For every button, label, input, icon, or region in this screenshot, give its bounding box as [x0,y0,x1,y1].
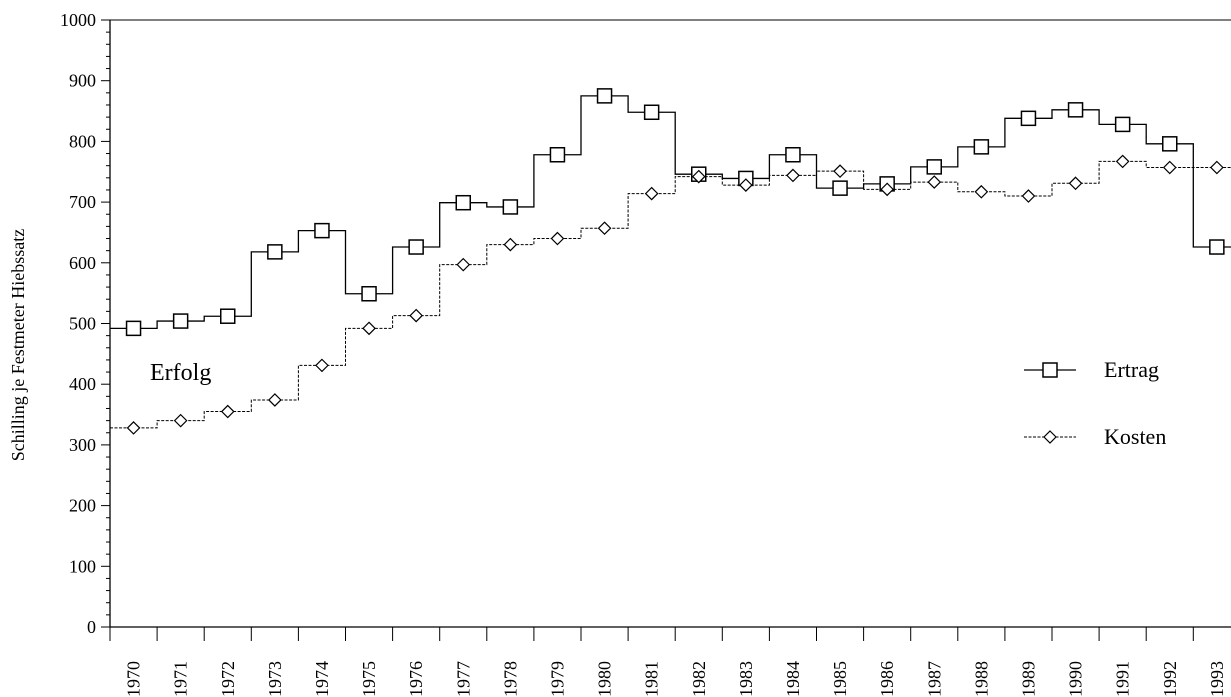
data-point-square [1209,239,1225,255]
series-layer [110,88,1231,435]
data-point-diamond [786,168,800,183]
y-tick-label: 800 [69,131,96,151]
data-point-square [502,199,519,215]
x-tick-label: 1988 [971,661,991,697]
y-tick-label: 900 [69,71,96,91]
data-point-diamond [409,308,423,323]
data-point-diamond [880,182,894,197]
x-tick-label: 1987 [924,661,944,697]
y-tick-label: 1000 [60,10,96,30]
data-point-diamond [268,393,282,407]
data-point-diamond [1021,189,1036,203]
data-point-diamond [1210,160,1224,175]
x-tick-label: 1985 [830,661,850,697]
data-point-square [220,308,236,324]
x-tick-label: 1973 [265,661,285,697]
x-tick-label: 1983 [736,661,756,697]
data-point-diamond [126,421,141,435]
data-point-square [785,147,801,163]
y-tick-label: 500 [69,314,96,334]
x-tick-label: 1984 [783,661,803,697]
data-point-square [1162,136,1178,152]
data-point-diamond [550,231,565,246]
data-point-diamond [691,169,706,184]
x-tick-label: 1978 [500,661,520,697]
data-point-square [267,244,283,260]
data-point-diamond [362,321,376,336]
y-tick-label: 200 [69,496,96,516]
data-point-diamond [739,178,753,192]
x-tick-label: 1990 [1066,661,1086,697]
data-point-diamond [927,175,942,189]
data-point-square [1114,116,1131,133]
data-point-square [408,239,424,255]
data-point-square [1042,362,1058,378]
x-tick-label: 1991 [1113,661,1133,697]
x-tick-label: 1970 [124,661,144,697]
data-point-square [973,139,990,155]
legend-label: Kosten [1104,424,1166,449]
x-tick-label: 1981 [642,661,662,697]
data-point-square [172,313,189,329]
data-point-diamond [503,237,518,252]
data-point-square [596,88,613,104]
x-tick-label: 1976 [406,661,426,697]
chart-annotation: Erfolg [150,360,211,386]
data-point-diamond [1043,430,1057,444]
data-point-square [1067,102,1084,118]
x-tick-label: 1974 [312,661,332,697]
data-point-square [314,222,330,239]
data-point-diamond [597,221,612,236]
legend-item-ertrag: Ertrag [1024,357,1159,382]
series-line-ertrag [110,95,1231,330]
y-tick-label: 100 [69,556,96,576]
y-tick-label: 300 [69,435,96,455]
x-tick-label: 1982 [689,661,709,697]
data-point-square [643,104,660,121]
x-tick-label: 1989 [1018,661,1038,697]
legend-label: Ertrag [1104,357,1159,382]
data-point-square [926,159,942,175]
legend-item-kosten: Kosten [1024,424,1166,449]
y-tick-label: 600 [69,253,96,273]
y-ticks: 0 100 200 300 400 500 600 700 800 900 1000 [60,10,110,637]
y-tick-label: 700 [69,192,96,212]
data-point-diamond [833,164,847,178]
x-tick-label: 1993 [1207,661,1227,697]
x-tick-label: 1971 [171,661,191,697]
legend: Ertrag Kosten [1024,357,1166,449]
axes [109,19,1231,628]
series-ertrag [110,88,1231,337]
data-point-square [455,194,471,211]
y-tick-label: 400 [69,374,96,394]
data-point-diamond [1068,176,1083,191]
series-kosten [110,154,1231,435]
x-tick-label: 1986 [877,661,897,697]
series-line-kosten [110,160,1231,429]
x-ticks: 1970 1971 1972 1973 1974 1975 1976 1977 1978 1979… [109,627,1227,697]
data-point-square [549,147,566,163]
data-point-diamond [173,413,188,428]
data-point-diamond [974,184,989,199]
data-point-square [1020,110,1037,127]
data-point-square [832,180,848,196]
data-point-diamond [220,404,235,419]
x-tick-label: 1977 [453,661,473,697]
data-point-square [125,320,142,337]
data-point-diamond [644,186,659,201]
y-axis-label: Schilling je Festmeter Hiebssatz [8,229,28,461]
x-tick-label: 1980 [595,661,615,697]
data-point-diamond [1162,160,1177,175]
x-tick-label: 1972 [218,661,238,697]
data-point-diamond [1115,154,1130,169]
data-point-diamond [456,257,471,272]
x-tick-label: 1979 [547,661,567,697]
x-tick-label: 1975 [359,661,379,697]
y-tick-label: 0 [87,617,96,637]
data-point-square [361,286,377,302]
data-point-diamond [315,358,329,373]
x-tick-label: 1992 [1160,661,1180,697]
